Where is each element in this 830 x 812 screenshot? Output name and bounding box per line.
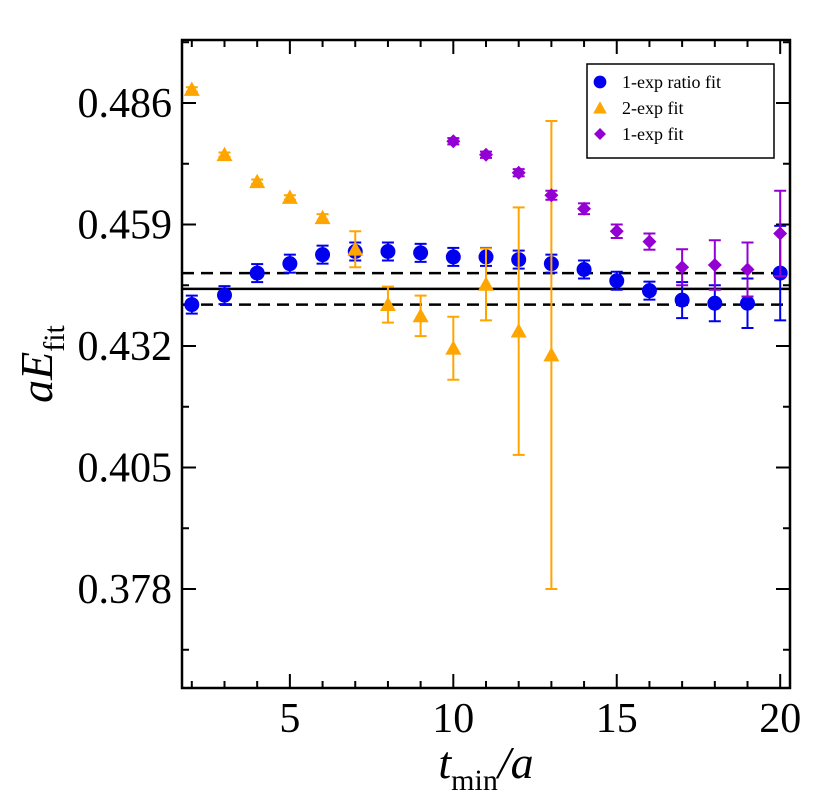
y-tick-label: 0.405 bbox=[78, 446, 173, 492]
data-point bbox=[184, 297, 200, 313]
data-point bbox=[674, 292, 690, 308]
data-point bbox=[740, 262, 755, 277]
x-tick-label: 5 bbox=[279, 696, 300, 742]
legend-box bbox=[586, 63, 775, 159]
data-point bbox=[510, 323, 527, 338]
data-point bbox=[707, 295, 723, 311]
data-point bbox=[773, 226, 788, 241]
series-circle bbox=[184, 224, 788, 329]
data-point bbox=[641, 283, 657, 299]
data-point bbox=[642, 234, 657, 249]
x-axis-label-sub: min bbox=[451, 764, 498, 797]
data-point bbox=[446, 134, 461, 149]
data-point bbox=[380, 244, 396, 259]
data-point bbox=[740, 295, 756, 311]
data-point bbox=[577, 201, 592, 216]
data-point bbox=[609, 273, 625, 289]
legend-marker bbox=[593, 101, 607, 114]
y-tick-label: 0.486 bbox=[78, 81, 173, 127]
data-point bbox=[249, 173, 266, 189]
plot-frame bbox=[180, 38, 792, 690]
data-point bbox=[445, 249, 461, 265]
x-axis-label: tmin/a bbox=[438, 737, 533, 797]
data-series bbox=[183, 81, 788, 590]
data-point bbox=[379, 296, 396, 311]
legend-marker bbox=[594, 128, 606, 140]
y-tick-label: 0.432 bbox=[78, 324, 173, 370]
data-point bbox=[544, 188, 559, 203]
y-axis-label-sub: fit bbox=[38, 324, 71, 351]
x-tick-labels: 5 10 15 20 bbox=[279, 696, 801, 742]
data-point bbox=[478, 276, 494, 291]
legend-marker bbox=[593, 75, 607, 89]
data-point bbox=[249, 265, 265, 281]
x-tick-label: 15 bbox=[596, 696, 638, 742]
x-tick-label: 20 bbox=[759, 696, 801, 742]
data-point bbox=[282, 256, 298, 272]
x-tick-label: 10 bbox=[432, 696, 474, 742]
data-point bbox=[576, 262, 592, 277]
data-point bbox=[413, 245, 429, 261]
data-point bbox=[511, 165, 526, 180]
data-point bbox=[675, 260, 690, 275]
x-axis-label-main: t bbox=[438, 737, 452, 788]
x-axis-label-tail: /a bbox=[495, 737, 534, 788]
data-point bbox=[479, 147, 493, 162]
data-point bbox=[314, 209, 331, 225]
legend: 1-exp ratio fit 2-exp fit 1-exp fit bbox=[586, 63, 775, 159]
y-axis-label: aEfit bbox=[11, 324, 71, 402]
series-triangle bbox=[183, 81, 560, 590]
data-point bbox=[216, 146, 233, 162]
data-point bbox=[315, 247, 331, 263]
data-point bbox=[609, 224, 624, 239]
y-tick-label: 0.378 bbox=[78, 567, 173, 613]
y-tick-labels: 0.378 0.405 0.432 0.459 0.486 bbox=[78, 81, 173, 613]
data-point bbox=[412, 307, 429, 323]
data-point bbox=[445, 340, 462, 355]
y-tick-label: 0.459 bbox=[78, 203, 173, 249]
legend-label: 1-exp fit bbox=[622, 124, 683, 144]
data-point bbox=[183, 81, 200, 96]
data-point bbox=[347, 241, 364, 256]
y-axis-label-main: aE bbox=[11, 352, 62, 403]
legend-label: 1-exp ratio fit bbox=[622, 72, 721, 92]
data-point bbox=[216, 287, 232, 303]
data-point bbox=[707, 258, 722, 272]
data-point bbox=[543, 347, 560, 362]
data-point bbox=[281, 189, 298, 204]
series-diamond bbox=[446, 134, 788, 298]
legend-label: 2-exp fit bbox=[622, 98, 683, 118]
